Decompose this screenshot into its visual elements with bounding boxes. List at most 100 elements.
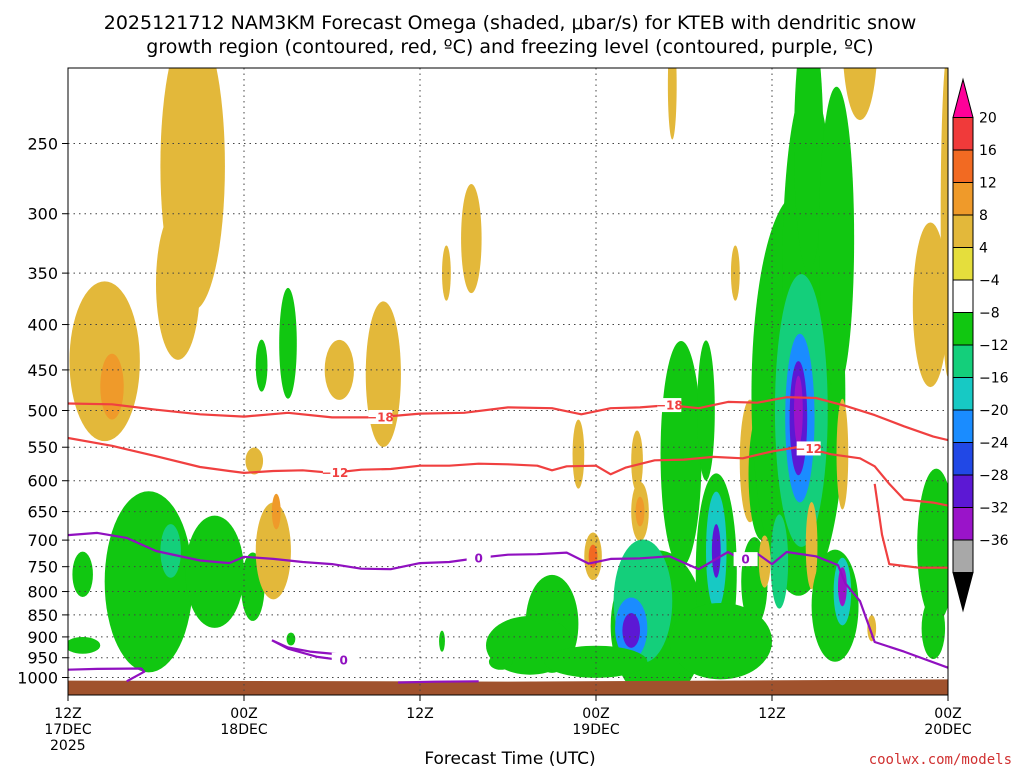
x-tick-label-48-1: 12Z [758, 706, 785, 722]
colorbar-label-7: −12 [979, 338, 1009, 354]
x-tick-label-24-1: 12Z [406, 706, 433, 722]
omega-region-7 [324, 339, 355, 400]
contour-label-bg-freezing-level-closed-0 [331, 652, 356, 667]
omega-region-9 [461, 184, 482, 294]
x-tick-label-60-2: 20DEC [924, 722, 971, 738]
omega-region-41 [711, 524, 721, 578]
y-tick-label-250: 250 [27, 135, 58, 154]
omega-region-1 [100, 353, 124, 420]
omega-region-59 [838, 567, 847, 607]
x-tick-label-0-3: 2025 [50, 738, 86, 754]
contour-label-bg-freezing-level-main-1 [733, 552, 758, 567]
y-tick-label-600: 600 [27, 472, 58, 491]
omega-region-27 [631, 430, 643, 492]
omega-shading [68, 68, 948, 695]
ground-terrain [68, 679, 948, 695]
grid-lines [68, 68, 948, 695]
ground-layer [68, 679, 948, 695]
contour-label-bg-dgz-top-minus18-1 [657, 398, 682, 413]
omega-region-55 [770, 514, 789, 609]
y-tick-label-500: 500 [27, 402, 58, 421]
omega-region-3 [156, 208, 200, 360]
omega-region-47 [794, 68, 824, 272]
omega-region-10 [442, 245, 451, 301]
colorbar-swatch-7 [952, 312, 974, 346]
colorbar-label-3: 8 [979, 208, 988, 224]
x-tick-label-0-2: 17DEC [44, 722, 91, 738]
colorbar-swatch-8 [952, 344, 974, 378]
colorbar-label-5: −4 [979, 273, 1000, 289]
colorbar-swatch-9 [952, 377, 974, 411]
y-tick-label-300: 300 [27, 205, 58, 224]
x-axis-title: Forecast Time (UTC) [424, 749, 595, 768]
colorbar-swatch-13 [952, 507, 974, 541]
colorbar-swatch-5 [952, 247, 974, 281]
contour-dgz-bottom-minus12 [68, 436, 948, 507]
colorbar-swatch-4 [952, 214, 974, 248]
contour-label-dgz-top-minus18-0: −18 [367, 410, 394, 424]
y-axis: 250 300 350 400 450 500 550 600 650 700 750 800 850 9… [17, 135, 68, 688]
y-tick-label-550: 550 [27, 438, 58, 457]
omega-region-4 [245, 447, 264, 475]
omega-region-15 [667, 68, 677, 140]
omega-region-25 [439, 630, 445, 652]
omega-region-66 [488, 653, 513, 670]
colorbar-swatch-2 [952, 149, 974, 183]
contour-dgz-lower-branch [873, 483, 948, 569]
omega-region-5 [279, 287, 297, 399]
colorbar-label-2: 12 [979, 176, 997, 192]
contour-label-dgz-top-minus18-1: −18 [656, 399, 683, 413]
omega-region-13 [912, 222, 948, 388]
y-tick-label-750: 750 [27, 558, 58, 577]
x-tick-label-60-1: 00Z [934, 706, 961, 722]
contour-label-bg-dgz-bottom-minus12-0 [322, 465, 347, 480]
omega-region-26 [572, 419, 585, 489]
y-tick-label-950: 950 [27, 649, 58, 668]
colorbar-label-4: 4 [979, 241, 988, 257]
contour-label-bg-dgz-bottom-minus12-1 [796, 441, 821, 456]
contour-freezing-level-surface-mid [397, 680, 479, 684]
colorbar-swatch-11 [952, 442, 974, 476]
chart-title-line1: 2025121712 NAM3KM Forecast Omega (shaded… [104, 12, 917, 34]
omega-region-36 [622, 613, 640, 648]
colorbar-label-8: −16 [979, 371, 1009, 387]
x-tick-label-36-1: 00Z [582, 706, 609, 722]
omega-region-16 [104, 491, 193, 673]
y-tick-label-1000: 1000 [17, 669, 58, 688]
omega-region-53 [805, 501, 818, 590]
omega-region-11 [730, 245, 740, 301]
colorbar-arrow-bottom [952, 572, 974, 613]
contour-label-dgz-bottom-minus12-0: −12 [322, 466, 349, 480]
x-tick-label-36-2: 19DEC [572, 722, 619, 738]
colorbar: 20 16 12 8 4 −4 −8 −12 −16 −20 −24 −28 −32 −36 [952, 77, 1009, 613]
omega-region-56 [758, 535, 771, 588]
contour-label-freezing-level-main-1: 0 [741, 553, 749, 567]
omega-region-6 [255, 339, 268, 392]
omega-region-52 [794, 375, 803, 446]
colorbar-label-10: −24 [979, 436, 1009, 452]
chart-title-line2: growth region (contoured, red, ºC) and f… [146, 36, 873, 58]
colorbar-arrow-top [952, 77, 974, 118]
omega-region-8 [365, 301, 401, 447]
y-tick-label-800: 800 [27, 583, 58, 602]
plot-frame [67, 67, 949, 696]
omega-region-17 [160, 524, 181, 578]
contour-label-bg-freezing-level-main-0 [466, 550, 491, 565]
omega-region-63 [669, 602, 773, 680]
colorbar-swatch-12 [952, 474, 974, 508]
omega-region-37 [660, 340, 702, 568]
contour-dgz-top-minus18 [68, 396, 948, 442]
x-tick-label-12-2: 18DEC [220, 722, 267, 738]
colorbar-label-11: −28 [979, 468, 1009, 484]
credit-text: coolwx.com/models [869, 752, 1012, 768]
colorbar-swatch-14 [952, 539, 974, 573]
omega-region-23 [68, 637, 101, 654]
y-tick-label-450: 450 [27, 361, 58, 380]
omega-region-22 [72, 551, 93, 597]
contour-lines: −18 −18 −12 −12 0 0 0 [68, 396, 948, 684]
colorbar-swatch-3 [952, 182, 974, 216]
colorbar-label-0: 20 [979, 111, 997, 127]
plot-area: −18 −18 −12 −12 0 0 0 [68, 68, 948, 695]
